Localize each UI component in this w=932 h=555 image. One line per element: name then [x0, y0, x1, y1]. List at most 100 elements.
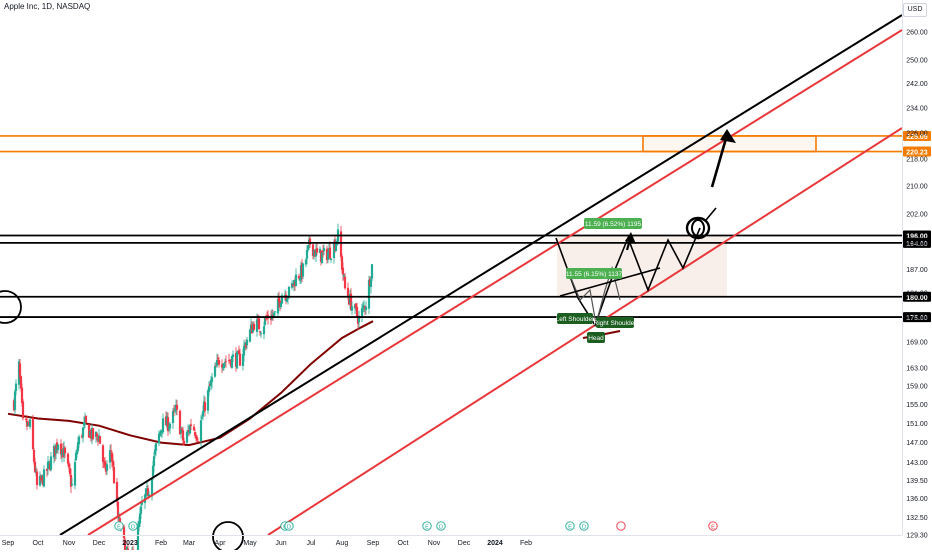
price-tick: 143.00: [906, 460, 928, 467]
scribble-arrow: [706, 208, 716, 220]
candle-body: [274, 311, 276, 312]
price-tick: 202.00: [906, 211, 928, 218]
candle-body: [106, 464, 108, 470]
event-marker-letter: D: [439, 525, 443, 531]
price-tick: 163.00: [906, 366, 928, 373]
upper-black-trendline[interactable]: [60, 15, 902, 535]
candle-body: [295, 275, 297, 286]
candle-body: [43, 469, 45, 486]
candle-body: [197, 441, 199, 442]
candle-body: [329, 248, 331, 259]
candle-body: [288, 287, 290, 296]
event-marker-letter: D: [287, 525, 291, 531]
time-tick: Dec: [458, 540, 471, 547]
candle-body: [327, 252, 329, 259]
candle-body: [71, 484, 73, 485]
event-marker-letter: E: [568, 525, 572, 531]
candle-body: [260, 333, 262, 334]
price-tick: 136.00: [906, 496, 928, 503]
left-shoulder-label: Left Shoulder: [556, 316, 596, 323]
price-tick: 242.00: [906, 81, 928, 88]
time-tick: Sep: [2, 540, 15, 547]
candle-body: [50, 456, 52, 469]
candle-body: [162, 418, 164, 432]
price-tick: 151.00: [906, 421, 928, 428]
candle-body: [225, 361, 227, 362]
candle-body: [316, 248, 318, 252]
candle-body: [19, 363, 21, 377]
candle-body: [351, 306, 353, 310]
price-tick: 147.00: [906, 440, 928, 447]
candle-body: [96, 434, 98, 437]
head-label: Head: [588, 335, 604, 342]
candle-body: [337, 229, 339, 243]
event-marker-letter: D: [131, 525, 135, 531]
candle-body: [214, 366, 216, 377]
candle-body: [99, 436, 101, 443]
currency-button[interactable]: USD: [903, 3, 927, 17]
price-tick: 260.00: [906, 30, 928, 37]
time-tick: Nov: [63, 540, 76, 547]
candle-body: [123, 527, 125, 539]
candle-body: [78, 436, 80, 444]
candle-body: [371, 264, 373, 279]
candle-body: [176, 405, 178, 410]
highlight-circle-left: [0, 291, 21, 323]
event-marker-letter: E: [117, 525, 121, 531]
candle-body: [356, 307, 358, 316]
candle-body: [344, 277, 346, 289]
candle-body: [15, 384, 17, 391]
candle-body: [29, 420, 31, 427]
price-tick: 159.00: [906, 384, 928, 391]
candle-body: [211, 377, 213, 382]
time-tick: Oct: [33, 540, 44, 547]
candle-body: [57, 445, 59, 450]
lower-red-trendline[interactable]: [268, 128, 902, 535]
candle-body: [74, 462, 76, 486]
price-tick: 175.00: [906, 315, 928, 322]
candle-body: [92, 428, 94, 439]
candle-body: [200, 420, 202, 441]
time-tick: Feb: [520, 540, 532, 547]
candle-body: [190, 425, 192, 426]
candle-body: [253, 324, 255, 330]
event-marker-letter: D: [582, 525, 586, 531]
price-tick: 226.00: [906, 130, 928, 137]
time-tick: Feb: [155, 540, 167, 547]
candle-body: [36, 472, 38, 485]
split-marker[interactable]: [617, 522, 625, 530]
time-tick: Apr: [215, 540, 227, 547]
price-tick: 169.00: [906, 340, 928, 347]
event-marker-letter: E: [425, 525, 429, 531]
right-shoulder-label: Right Shoulder: [594, 320, 638, 327]
candle-body: [183, 441, 185, 444]
candle-body: [145, 488, 147, 496]
candle-body: [232, 354, 234, 357]
time-tick: Dec: [93, 540, 106, 547]
price-tick: 155.00: [906, 402, 928, 409]
candle-body: [85, 416, 87, 423]
price-tick: 194.00: [906, 240, 928, 247]
candle-body: [208, 386, 210, 392]
candle-body: [22, 401, 24, 418]
time-tick: 2024: [487, 540, 503, 547]
price-tick: 234.00: [906, 105, 928, 112]
upper-red-trendline[interactable]: [88, 30, 902, 535]
measure-label-2: 11.55 (6.15%) 1137: [566, 271, 623, 278]
candle-body: [113, 467, 115, 483]
time-tick: Jun: [275, 540, 286, 547]
candle-body: [155, 443, 157, 451]
event-marker-letter: E: [711, 525, 715, 531]
time-tick: May: [243, 540, 257, 547]
range-box: [557, 235, 727, 296]
candle-body: [365, 307, 367, 310]
candle-body: [263, 326, 265, 334]
symbol-title: Apple Inc, 1D, NASDAQ: [4, 2, 90, 11]
price-tick: 187.00: [906, 267, 928, 274]
time-tick: 2023: [122, 540, 138, 547]
candle-body: [302, 264, 304, 277]
measure-label-1: 11.59 (6.52%) 1195: [585, 221, 642, 228]
time-tick: Sep: [367, 540, 380, 547]
